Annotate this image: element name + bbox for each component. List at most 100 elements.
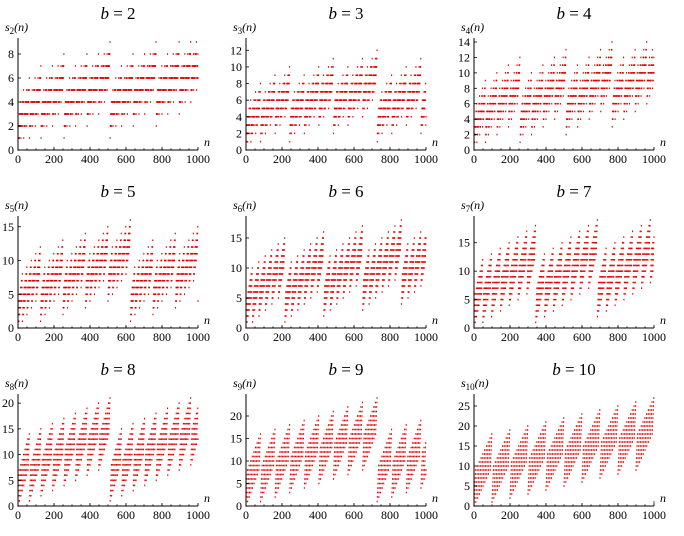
data-point [355, 279, 357, 281]
data-point [415, 66, 417, 68]
data-point [129, 65, 131, 67]
data-point [331, 91, 333, 93]
data-point [64, 101, 66, 103]
data-point [105, 252, 107, 255]
data-point [401, 107, 403, 110]
data-point [119, 266, 121, 269]
data-point [105, 259, 107, 262]
data-point [499, 95, 501, 97]
data-point [353, 82, 355, 85]
data-point [405, 74, 407, 77]
data-point [123, 77, 125, 79]
data-point [551, 102, 553, 105]
data-point [342, 74, 344, 77]
data-point [298, 285, 300, 287]
data-point [523, 118, 525, 120]
data-point [248, 309, 250, 311]
data-point [86, 293, 88, 296]
data-point [158, 113, 160, 115]
data-point [356, 255, 358, 257]
y-label-sub: 5 [10, 204, 15, 214]
data-point [255, 297, 257, 299]
data-point [548, 72, 550, 74]
data-point [352, 255, 355, 257]
data-point [369, 74, 371, 77]
x-tick-label: 800 [153, 152, 171, 166]
data-point [161, 65, 163, 67]
data-point [644, 72, 646, 74]
data-point [125, 252, 128, 255]
data-point [538, 95, 541, 97]
data-point [172, 101, 175, 103]
data-point [490, 87, 492, 90]
data-point [56, 279, 58, 282]
data-point [53, 279, 56, 282]
data-point [193, 266, 195, 269]
data-point [102, 252, 104, 255]
data-point [301, 91, 303, 93]
data-point [358, 243, 360, 245]
data-point [259, 91, 261, 93]
data-point [366, 267, 369, 269]
data-point [294, 297, 296, 299]
data-point [317, 273, 319, 275]
data-point [346, 273, 348, 275]
data-point [38, 252, 40, 255]
data-point [611, 41, 613, 43]
data-point [183, 77, 185, 79]
data-point [265, 291, 267, 293]
data-point [365, 99, 367, 101]
data-point [137, 266, 139, 269]
data-point [307, 273, 309, 275]
data-point [94, 286, 96, 289]
data-point [376, 66, 378, 68]
data-point [111, 252, 113, 255]
data-point [169, 77, 171, 79]
data-point [335, 91, 338, 93]
data-point [283, 249, 285, 251]
data-point [162, 77, 164, 79]
data-point [507, 64, 509, 66]
data-point [40, 293, 42, 296]
data-point [608, 48, 610, 51]
data-point [257, 115, 259, 118]
data-point [131, 300, 134, 302]
data-point [128, 101, 130, 103]
data-point [539, 79, 541, 82]
data-point [138, 286, 140, 289]
data-point [342, 255, 344, 257]
data-point [43, 293, 45, 296]
data-point [346, 267, 348, 269]
data-point [22, 101, 24, 103]
data-point [47, 286, 49, 289]
data-point [374, 267, 376, 269]
data-point [326, 273, 328, 275]
data-point [29, 125, 31, 127]
data-point [40, 313, 42, 316]
data-point [50, 279, 52, 282]
data-point [149, 279, 151, 282]
data-point [517, 95, 519, 97]
data-point [185, 279, 187, 282]
data-point [279, 261, 281, 263]
data-point [364, 291, 366, 293]
data-point [614, 79, 616, 82]
data-point [484, 87, 486, 90]
data-point [334, 285, 336, 287]
data-point [524, 102, 526, 105]
data-point [154, 286, 156, 289]
data-point [136, 77, 138, 79]
data-point [40, 313, 42, 316]
data-point [48, 259, 50, 262]
data-point [25, 273, 27, 275]
data-point [357, 273, 359, 275]
data-point [510, 118, 512, 120]
data-point [279, 273, 281, 275]
data-point [260, 279, 262, 281]
data-point [369, 285, 371, 287]
data-point [528, 118, 530, 120]
data-point [515, 95, 517, 97]
data-point [634, 72, 636, 74]
data-point [400, 74, 402, 77]
data-point [128, 232, 130, 235]
